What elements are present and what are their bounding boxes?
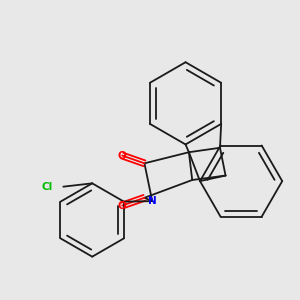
Text: O: O xyxy=(118,151,127,160)
Text: Cl: Cl xyxy=(41,182,52,192)
Text: N: N xyxy=(148,196,157,206)
Text: O: O xyxy=(118,201,127,211)
